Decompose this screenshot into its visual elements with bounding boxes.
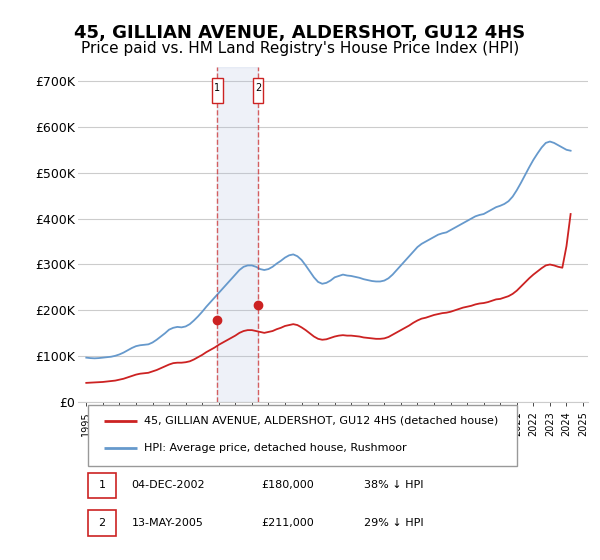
Text: 45, GILLIAN AVENUE, ALDERSHOT, GU12 4HS (detached house): 45, GILLIAN AVENUE, ALDERSHOT, GU12 4HS … xyxy=(145,416,499,426)
FancyBboxPatch shape xyxy=(88,510,116,536)
Text: Price paid vs. HM Land Registry's House Price Index (HPI): Price paid vs. HM Land Registry's House … xyxy=(81,41,519,57)
Text: 38% ↓ HPI: 38% ↓ HPI xyxy=(364,480,423,491)
Text: 45, GILLIAN AVENUE, ALDERSHOT, GU12 4HS: 45, GILLIAN AVENUE, ALDERSHOT, GU12 4HS xyxy=(74,24,526,42)
FancyBboxPatch shape xyxy=(88,473,116,498)
Text: £180,000: £180,000 xyxy=(262,480,314,491)
FancyBboxPatch shape xyxy=(88,405,517,466)
Text: 2: 2 xyxy=(255,83,261,93)
Text: 13-MAY-2005: 13-MAY-2005 xyxy=(131,518,203,528)
Text: 04-DEC-2002: 04-DEC-2002 xyxy=(131,480,205,491)
Text: 1: 1 xyxy=(98,480,106,491)
Text: 2: 2 xyxy=(98,518,106,528)
FancyBboxPatch shape xyxy=(253,77,263,102)
Text: 1: 1 xyxy=(214,83,220,93)
Text: £211,000: £211,000 xyxy=(262,518,314,528)
Text: 29% ↓ HPI: 29% ↓ HPI xyxy=(364,518,423,528)
Bar xyxy=(217,67,258,402)
Text: HPI: Average price, detached house, Rushmoor: HPI: Average price, detached house, Rush… xyxy=(145,443,407,452)
FancyBboxPatch shape xyxy=(212,77,223,102)
